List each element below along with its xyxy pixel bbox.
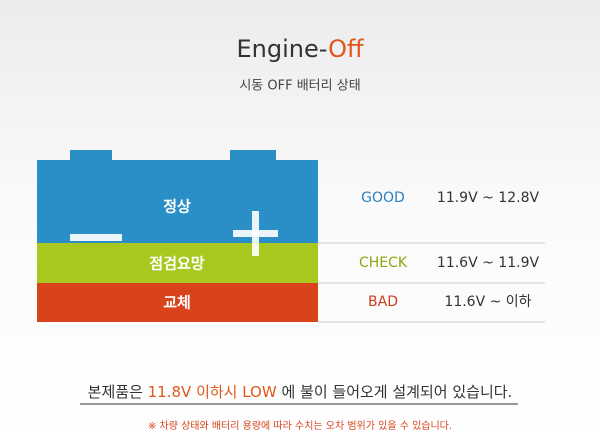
band-label: 교체 xyxy=(163,294,191,312)
status: GOOD xyxy=(361,190,405,206)
note-text: 에 불이 들어오게 설계되어 있습니다. xyxy=(277,383,513,401)
battery-band-check xyxy=(37,243,318,283)
range: 11.9V ~ 12.8V xyxy=(437,190,540,206)
status: CHECK xyxy=(359,255,408,271)
band-label: 점검요망 xyxy=(149,255,204,273)
range: 11.6V ~ 11.9V xyxy=(437,255,540,271)
footnote: ※ 차량 상태와 배터리 용량에 따라 수치는 오차 범위가 있을 수 있습니다… xyxy=(148,419,452,432)
title-main: Engine- xyxy=(236,35,328,63)
battery-band-bad xyxy=(37,283,318,322)
range: 11.6V ~ 이하 xyxy=(444,294,531,310)
terminal xyxy=(230,150,276,162)
note: 본제품은 11.8V 이하시 LOW 에 불이 들어오게 설계되어 있습니다. xyxy=(88,383,513,401)
note-highlight: 11.8V 이하시 LOW xyxy=(148,383,277,401)
note-text: 본제품은 xyxy=(88,383,148,401)
title-accent: Off xyxy=(328,35,364,63)
terminal xyxy=(70,150,112,162)
plus-sign xyxy=(252,211,259,256)
title: Engine-Off xyxy=(236,35,363,63)
subtitle: 시동 OFF 배터리 상태 xyxy=(239,79,360,94)
band-label: 정상 xyxy=(163,198,191,216)
minus-sign xyxy=(70,234,122,241)
status: BAD xyxy=(368,294,398,310)
